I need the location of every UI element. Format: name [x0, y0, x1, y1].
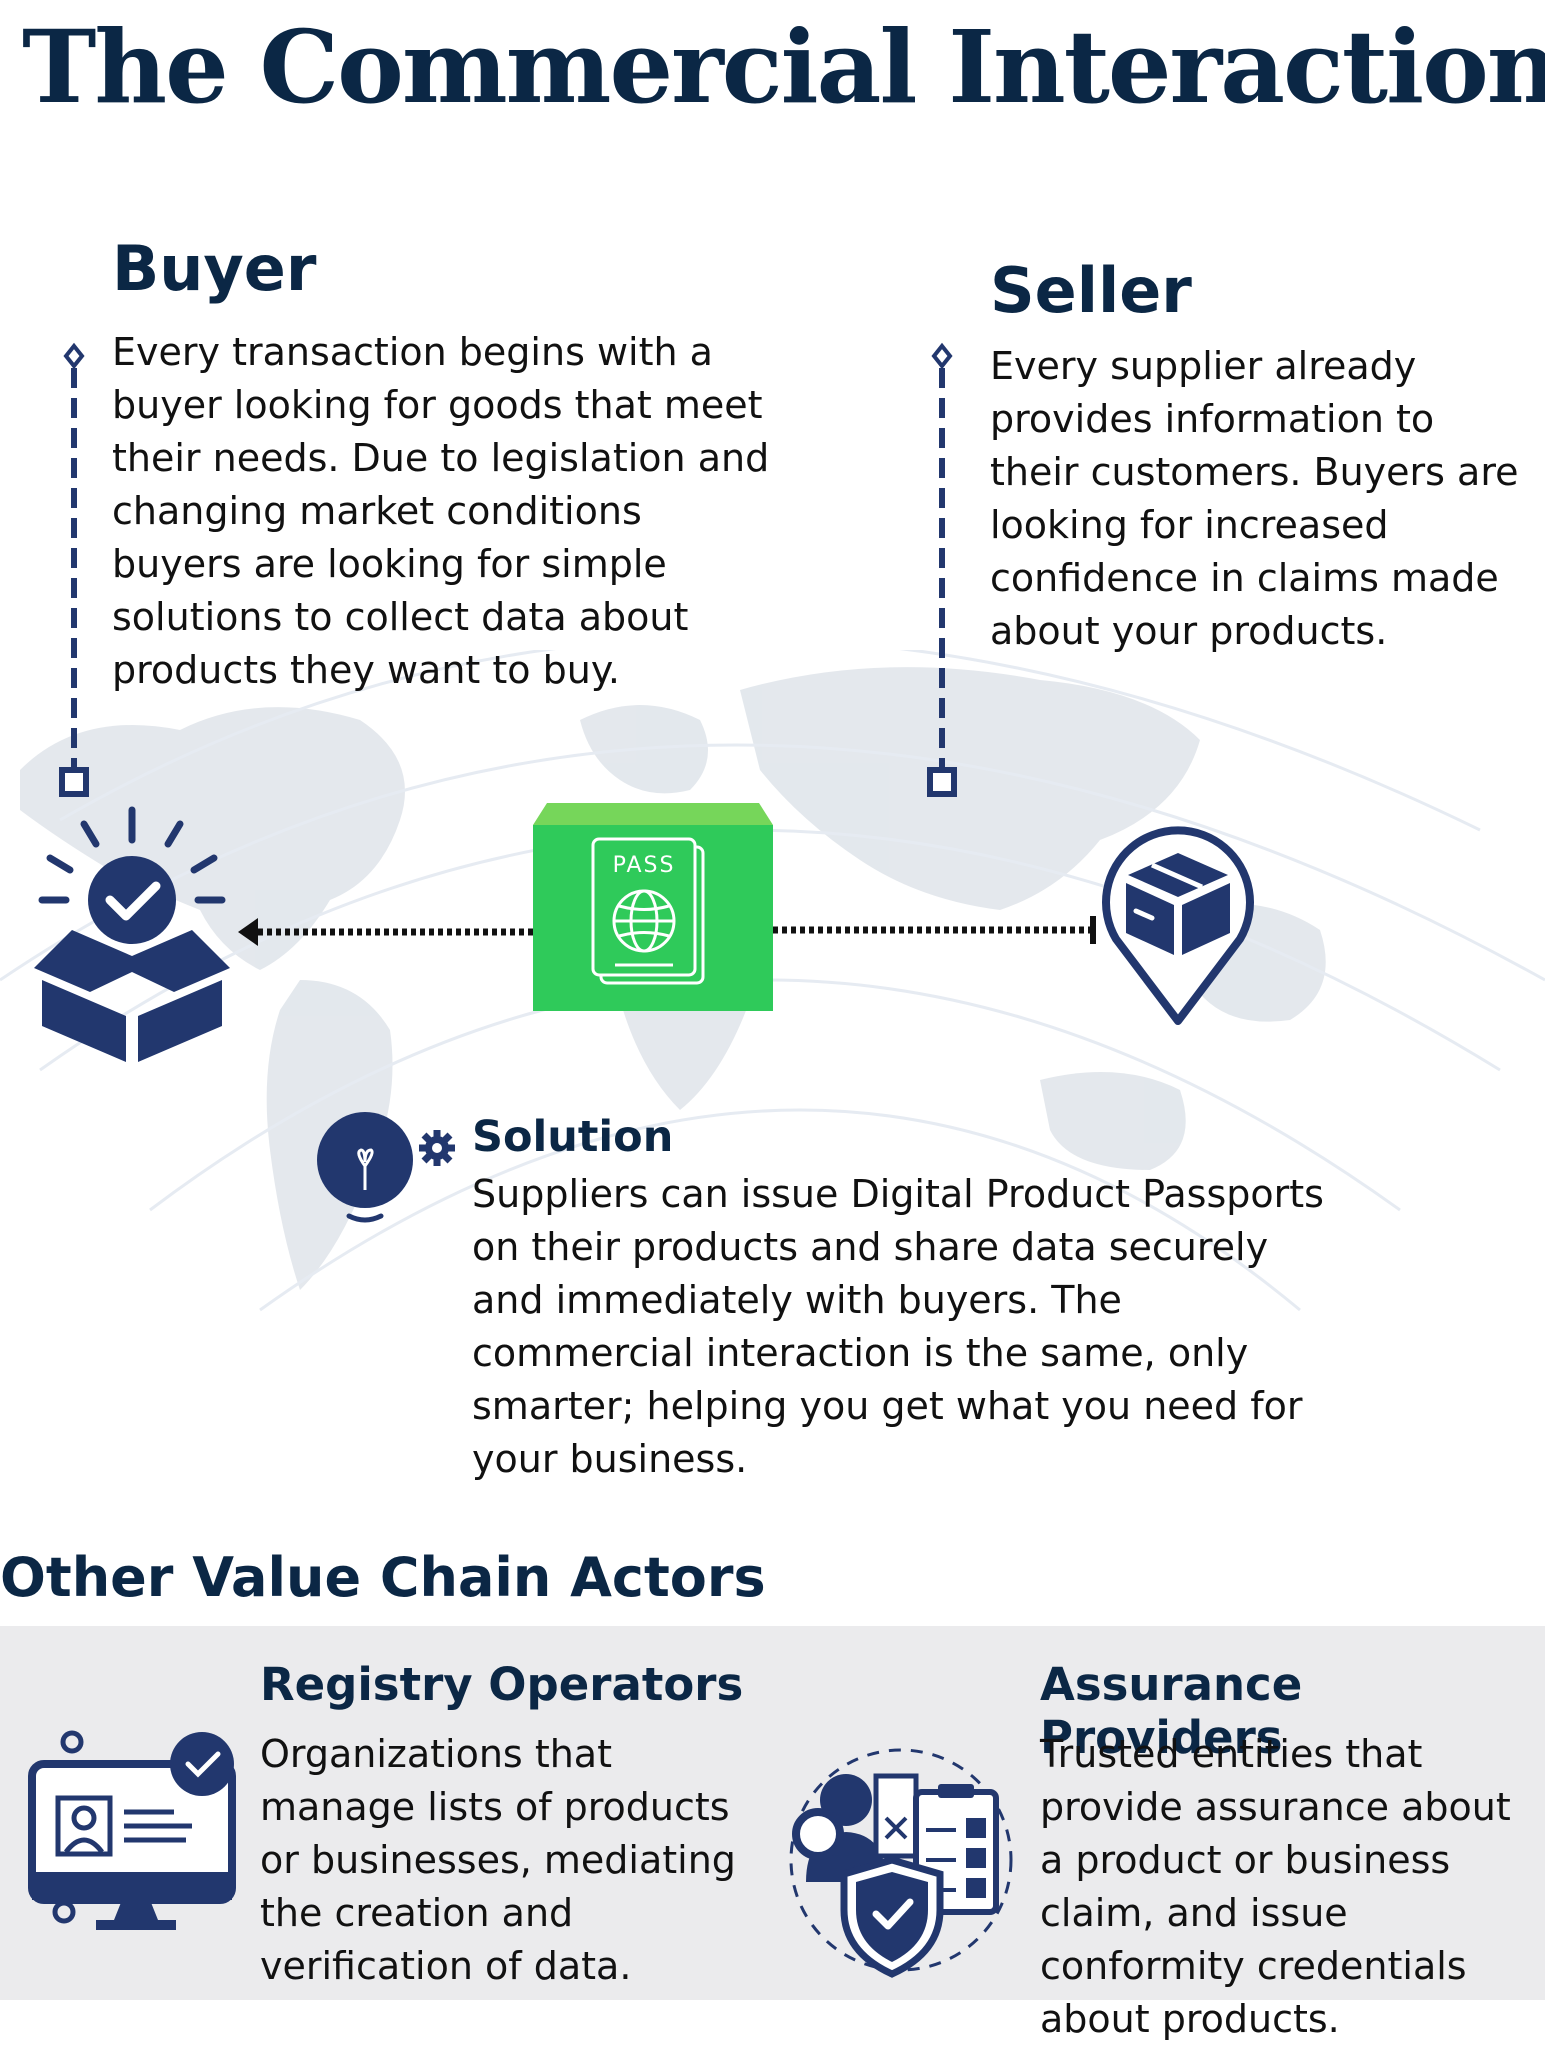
solution-description: Suppliers can issue Digital Product Pass…: [472, 1172, 1324, 1481]
assurance-providers-description: Trusted entities that provide assurance …: [1040, 1732, 1511, 2041]
buyer-description: Every transaction begins with a buyer lo…: [112, 330, 770, 692]
seller-heading: Seller: [990, 254, 1192, 327]
computer-profile-icon: [28, 1730, 236, 1930]
checklist-shield-icon: [789, 1748, 1013, 1978]
buyer-heading: Buyer: [112, 232, 317, 305]
other-actors-heading: Other Value Chain Actors: [0, 1546, 766, 1609]
box-with-checkmark-icon: [34, 806, 230, 1062]
lightbulb-gear-icon: [317, 1112, 455, 1223]
solution-heading: Solution: [472, 1112, 674, 1162]
location-pin-package-icon: [1102, 826, 1254, 1025]
actors-panel: [0, 1626, 1545, 2000]
passport-icon: PASS: [533, 803, 773, 1011]
assurance-providers-heading: Assurance Providers: [1040, 1658, 1303, 1764]
passport-to-seller-line: [773, 916, 1096, 944]
seller-description: Every supplier already provides informat…: [990, 344, 1519, 653]
passport-to-buyer-arrow: [238, 918, 534, 946]
page-title: The Commercial Interaction: [22, 8, 1545, 126]
registry-operators-heading: Registry Operators: [260, 1658, 744, 1711]
registry-operators-description: Organizations that manage lists of produ…: [260, 1732, 736, 1988]
buyer-connector-line: [59, 342, 89, 797]
seller-connector-line: [927, 342, 957, 797]
passport-label: PASS: [612, 853, 676, 878]
